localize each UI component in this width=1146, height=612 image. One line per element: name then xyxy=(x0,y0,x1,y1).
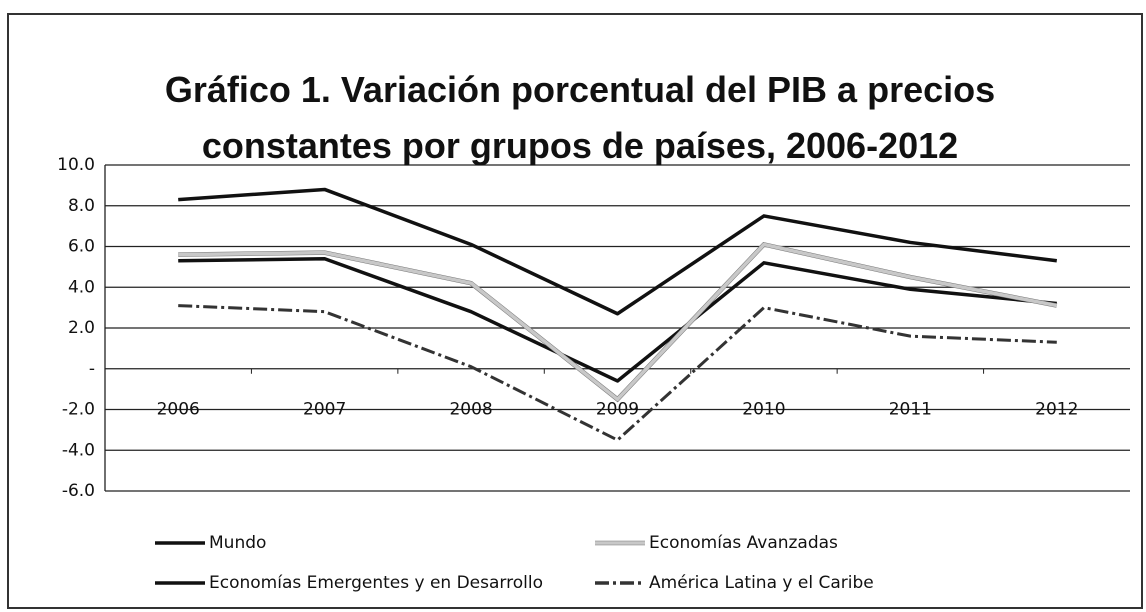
x-tick-label: 2010 xyxy=(742,400,785,420)
y-tick-label: 10.0 xyxy=(57,155,95,175)
x-tick-label: 2012 xyxy=(1035,400,1078,420)
series-line xyxy=(178,242,1058,402)
y-tick-label: -4.0 xyxy=(62,440,95,460)
x-tick-label: 2006 xyxy=(157,400,200,420)
legend-label: Economías Avanzadas xyxy=(649,533,838,553)
x-tick-label: 2011 xyxy=(889,400,932,420)
y-tick-label: 8.0 xyxy=(68,196,95,216)
x-tick-label: 2009 xyxy=(596,400,639,420)
legend-label: Economías Emergentes y en Desarrollo xyxy=(209,573,543,593)
x-tick-label: 2007 xyxy=(303,400,346,420)
y-tick-label: 2.0 xyxy=(68,318,95,338)
series-line xyxy=(178,187,1058,316)
series-line xyxy=(178,256,1057,383)
y-tick-label: 6.0 xyxy=(68,237,95,257)
series-line-outline xyxy=(178,241,1058,403)
y-tick-label: - xyxy=(89,359,95,379)
y-tick-label: -2.0 xyxy=(62,400,95,420)
y-tick-label: -6.0 xyxy=(62,481,95,501)
x-tick-label: 2008 xyxy=(449,400,492,420)
frame xyxy=(7,13,1143,609)
series-line xyxy=(178,304,1057,442)
legend-label: América Latina y el Caribe xyxy=(649,573,874,593)
legend-label: Mundo xyxy=(209,533,266,553)
chart-title: Gráfico 1. Variación porcentual del PIB … xyxy=(164,69,996,166)
y-tick-label: 4.0 xyxy=(68,277,95,297)
